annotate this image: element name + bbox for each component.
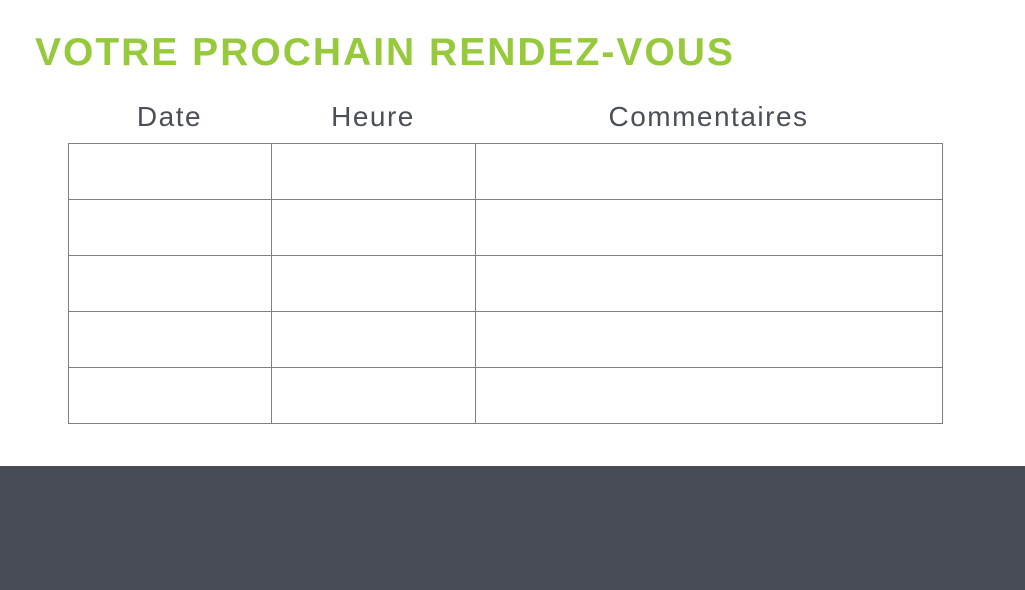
table-header-row: Date Heure Commentaires xyxy=(68,101,942,133)
appointments-table xyxy=(68,143,943,424)
table-cell-date xyxy=(68,199,272,256)
table-row xyxy=(68,199,943,256)
footer-bar xyxy=(0,466,1025,590)
table-row xyxy=(68,367,943,424)
appointments-table-body xyxy=(68,143,943,424)
table-row xyxy=(68,311,943,368)
table-cell-date xyxy=(68,367,272,424)
column-header-heure: Heure xyxy=(331,101,415,132)
table-cell-commentaires xyxy=(475,255,943,312)
table-cell-date xyxy=(68,143,272,200)
table-cell-commentaires xyxy=(475,199,943,256)
table-cell-commentaires xyxy=(475,367,943,424)
table-cell-heure xyxy=(271,311,476,368)
table-cell-heure xyxy=(271,143,476,200)
table-cell-heure xyxy=(271,367,476,424)
table-cell-commentaires xyxy=(475,311,943,368)
table-cell-commentaires xyxy=(475,143,943,200)
table-cell-heure xyxy=(271,255,476,312)
table-cell-date xyxy=(68,255,272,312)
table-cell-heure xyxy=(271,199,476,256)
column-header-date: Date xyxy=(136,101,203,132)
table-row xyxy=(68,143,943,200)
table-cell-date xyxy=(68,311,272,368)
table-row xyxy=(68,255,943,312)
column-header-commentaires: Commentaires xyxy=(608,101,809,132)
page-title: VOTRE PROCHAIN RENDEZ-VOUS xyxy=(35,31,735,74)
